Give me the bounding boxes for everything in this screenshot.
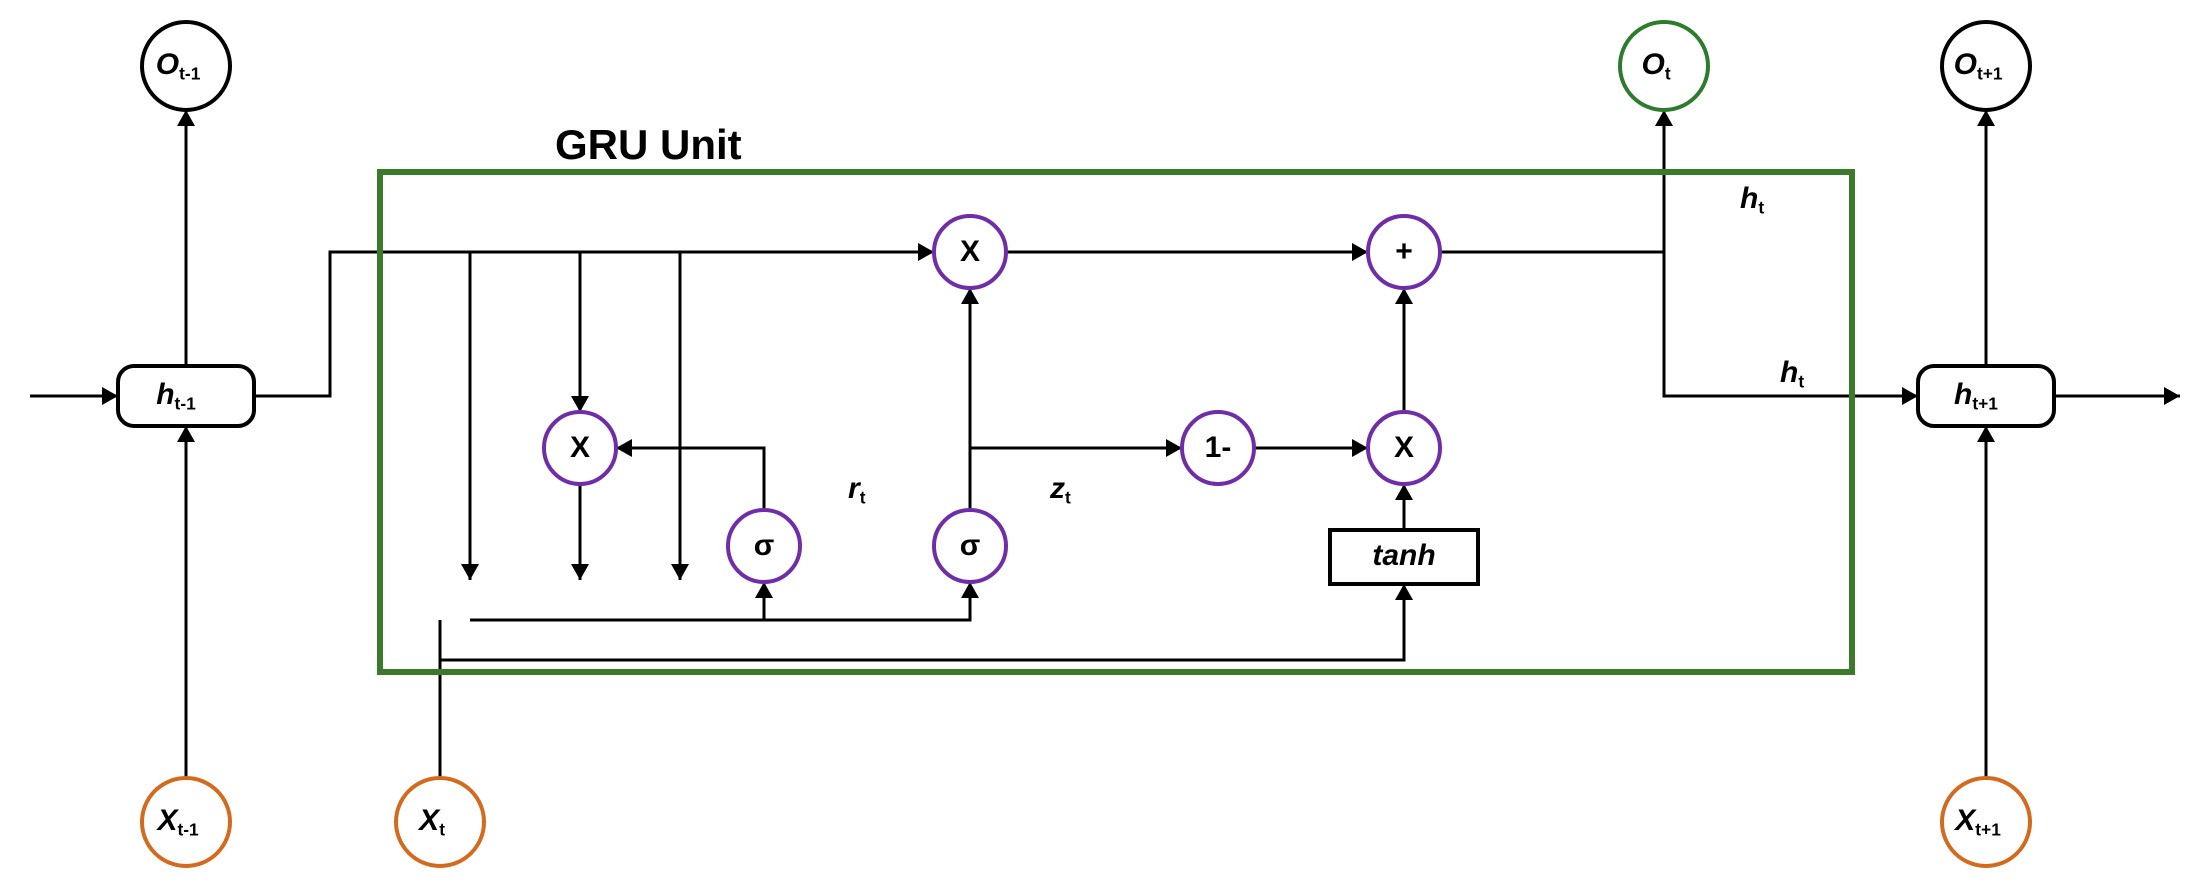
svg-text:+: + (1395, 235, 1413, 268)
svg-text:X: X (570, 431, 590, 464)
diagram-svg: GRU Unit Ot-1 Ot Ot+1 Xt-1 Xt Xt+1 ht-1 ht+1 Xσ σ X… (0, 0, 2204, 887)
svg-text:1-: 1- (1205, 431, 1232, 464)
node-h_tp1: ht+1 (1918, 366, 2054, 426)
node-o_tp1: Ot+1 (1942, 22, 2030, 110)
svg-text:tanh: tanh (1372, 539, 1435, 572)
svg-text:X: X (960, 235, 980, 268)
node-add: + (1368, 216, 1440, 288)
node-sig_r: σ (728, 510, 800, 582)
node-mul_z: X (934, 216, 1006, 288)
node-x_tm1: Xt-1 (142, 778, 230, 866)
node-o_t: Ot (1620, 22, 1708, 110)
node-one_m: 1- (1182, 412, 1254, 484)
node-mul_c: X (1368, 412, 1440, 484)
gru-title: GRU Unit (555, 121, 742, 168)
svg-text:σ: σ (754, 529, 775, 562)
node-sig_z: σ (934, 510, 1006, 582)
node-x_t: Xt (396, 778, 484, 866)
svg-text:σ: σ (960, 529, 981, 562)
node-x_tp1: Xt+1 (1942, 778, 2030, 866)
gru-diagram: GRU Unit Ot-1 Ot Ot+1 Xt-1 Xt Xt+1 ht-1 ht+1 Xσ σ X… (0, 0, 2204, 887)
node-mul_r: X (544, 412, 616, 484)
node-o_tm1: Ot-1 (142, 22, 230, 110)
node-h_tm1: ht-1 (118, 366, 254, 426)
node-tanh: tanh (1330, 530, 1478, 584)
svg-text:X: X (1394, 431, 1414, 464)
